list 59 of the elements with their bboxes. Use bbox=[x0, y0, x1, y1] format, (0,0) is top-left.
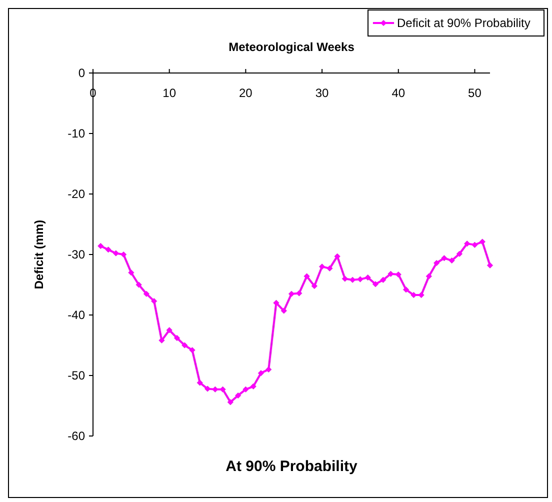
legend-label: Deficit at 90% Probability bbox=[397, 16, 530, 30]
point bbox=[227, 399, 234, 406]
y-tick-label: -60 bbox=[68, 429, 86, 444]
y-axis-title: Deficit (mm) bbox=[32, 220, 46, 290]
x-tick-label: 50 bbox=[468, 86, 482, 100]
point bbox=[105, 246, 112, 253]
text: At 90% Probability bbox=[226, 458, 358, 475]
point bbox=[380, 276, 386, 283]
point bbox=[288, 290, 294, 297]
x-tick-label: 40 bbox=[392, 86, 406, 100]
point bbox=[166, 327, 172, 334]
point bbox=[441, 255, 448, 262]
point bbox=[456, 250, 462, 257]
point bbox=[403, 286, 410, 293]
x-tick-label: 20 bbox=[239, 86, 253, 100]
point bbox=[334, 253, 340, 260]
point bbox=[319, 264, 326, 270]
point bbox=[242, 386, 249, 392]
point bbox=[304, 273, 310, 280]
point bbox=[326, 265, 333, 272]
point bbox=[250, 383, 256, 390]
point bbox=[464, 240, 470, 247]
point bbox=[128, 270, 134, 276]
point bbox=[364, 274, 371, 280]
point bbox=[472, 242, 478, 248]
x-tick-label: 10 bbox=[162, 86, 176, 100]
point bbox=[296, 290, 302, 296]
point bbox=[372, 281, 378, 288]
point bbox=[487, 262, 493, 268]
point bbox=[311, 282, 318, 289]
point bbox=[448, 258, 455, 264]
point bbox=[235, 392, 242, 398]
y-tick-label: -30 bbox=[68, 248, 86, 262]
y-tick-label: -20 bbox=[68, 187, 86, 202]
point bbox=[280, 308, 287, 314]
point bbox=[98, 243, 104, 250]
point bbox=[120, 252, 127, 258]
y-tick-label: -40 bbox=[68, 308, 86, 322]
point bbox=[151, 298, 158, 304]
point bbox=[434, 260, 440, 266]
y-tick-label: -10 bbox=[68, 126, 86, 141]
point bbox=[258, 370, 264, 376]
point bbox=[342, 276, 348, 282]
point bbox=[273, 300, 280, 306]
point bbox=[174, 334, 180, 341]
x-axis-title: Meteorological Weeks bbox=[228, 40, 355, 54]
point bbox=[158, 337, 165, 344]
point bbox=[136, 282, 142, 288]
point bbox=[182, 342, 188, 348]
point bbox=[388, 270, 394, 277]
x-tick-label: 30 bbox=[315, 86, 330, 100]
point bbox=[196, 380, 203, 386]
point bbox=[143, 290, 150, 297]
point bbox=[189, 347, 196, 354]
point bbox=[479, 238, 486, 245]
y-tick-label: -50 bbox=[68, 368, 86, 383]
point bbox=[426, 273, 432, 280]
point bbox=[112, 250, 119, 256]
y-tick-label: 0 bbox=[78, 66, 86, 80]
